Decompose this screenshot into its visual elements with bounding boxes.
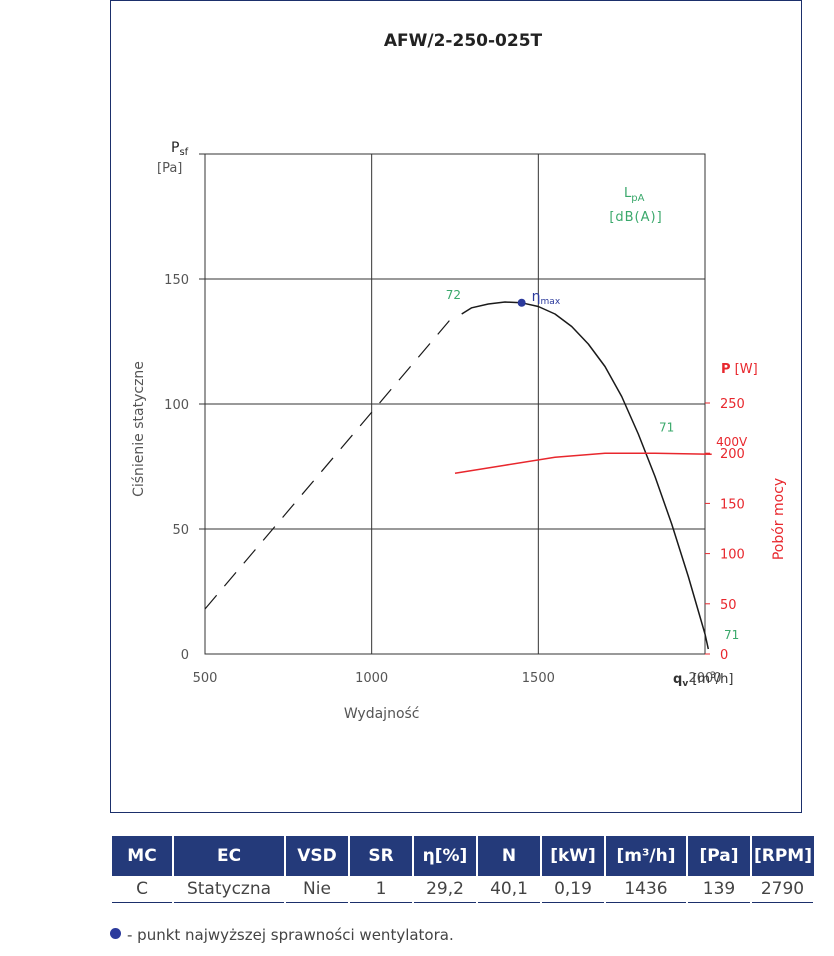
x-axis-title: Wydajność bbox=[344, 706, 420, 722]
eta-max-point bbox=[517, 298, 526, 307]
spec-table-header-row: MC EC VSD SR η[%] N [kW] [m³/h] [Pa] [RP… bbox=[112, 836, 814, 876]
header-mc: MC bbox=[112, 836, 174, 876]
header-n: N bbox=[477, 836, 542, 876]
x-tick-label-1000: 1000 bbox=[355, 671, 388, 686]
footnote-text: - punkt najwyższej sprawności wentylator… bbox=[127, 926, 454, 944]
cell-kw: 0,19 bbox=[541, 876, 606, 903]
header-rpm: [RPM] bbox=[751, 836, 814, 876]
eta-max-label: ηmax bbox=[532, 289, 561, 307]
chart-title: AFW/2-250-025T bbox=[384, 31, 543, 51]
cell-n: 40,1 bbox=[477, 876, 542, 903]
footnote: - punkt najwyższej sprawności wentylator… bbox=[110, 926, 454, 944]
power-curve-400v bbox=[454, 452, 712, 475]
header-vsd: VSD bbox=[285, 836, 350, 876]
cell-mc: C bbox=[112, 876, 174, 903]
chart-frame: AFW/2-250-025T 500 1000 1500 2000 0 50 100 150 Ps… bbox=[110, 0, 802, 813]
spec-table: MC EC VSD SR η[%] N [kW] [m³/h] [Pa] [RP… bbox=[112, 836, 815, 903]
header-kw: [kW] bbox=[541, 836, 606, 876]
noise-value-2: 71 bbox=[724, 628, 739, 642]
y2-axis-symbol: P [W] bbox=[721, 362, 758, 377]
y-axis-symbol: Psf bbox=[171, 140, 189, 158]
cell-rpm: 2790 bbox=[751, 876, 815, 903]
y2-tick-label-100: 100 bbox=[720, 548, 745, 563]
y-tick-label-50: 50 bbox=[172, 523, 189, 538]
header-pa: [Pa] bbox=[687, 836, 752, 876]
noise-value-1: 71 bbox=[659, 421, 674, 435]
y-axis-unit: [Pa] bbox=[157, 161, 182, 176]
x-tick-label-2000: 2000 bbox=[688, 671, 721, 686]
header-flow: [m³/h] bbox=[605, 836, 688, 876]
noise-value-0: 72 bbox=[446, 288, 461, 302]
power-series-label: 400V bbox=[716, 435, 748, 449]
noise-symbol: LpA bbox=[624, 186, 645, 204]
y2-tick-label-0: 0 bbox=[720, 648, 728, 663]
cell-flow: 1436 bbox=[605, 876, 688, 903]
pressure-curve bbox=[461, 301, 710, 650]
y-tick-label-100: 100 bbox=[164, 398, 189, 413]
x-tick-label-1500: 1500 bbox=[522, 671, 555, 686]
y2-tick-label-200: 200 bbox=[720, 447, 745, 462]
noise-unit: [dB(A)] bbox=[609, 210, 662, 225]
cell-ec: Statyczna bbox=[173, 876, 286, 903]
x-tick-label-500: 500 bbox=[193, 671, 218, 686]
y2-tick-label-50: 50 bbox=[720, 598, 737, 613]
y2-tick-label-150: 150 bbox=[720, 497, 745, 512]
y-tick-label-150: 150 bbox=[164, 273, 189, 288]
cell-pa: 139 bbox=[687, 876, 752, 903]
y2-tick-label-250: 250 bbox=[720, 397, 745, 412]
y-tick-label-0: 0 bbox=[181, 648, 189, 663]
y2-axis-title: Pobór mocy bbox=[771, 478, 787, 560]
spec-table-row: C Statyczna Nie 1 29,2 40,1 0,19 1436 13… bbox=[112, 876, 815, 903]
cell-vsd: Nie bbox=[285, 876, 350, 903]
header-ec: EC bbox=[173, 836, 286, 876]
header-sr: SR bbox=[349, 836, 414, 876]
eta-max-legend-dot bbox=[110, 928, 121, 939]
y-axis-title: Ciśnienie statyczne bbox=[131, 361, 147, 497]
cell-sr: 1 bbox=[349, 876, 414, 903]
x-axis-symbol: qv [m3/h] bbox=[673, 671, 734, 689]
pressure-curve-dashed bbox=[204, 313, 456, 610]
cell-eta: 29,2 bbox=[413, 876, 478, 903]
header-eta: η[%] bbox=[413, 836, 478, 876]
